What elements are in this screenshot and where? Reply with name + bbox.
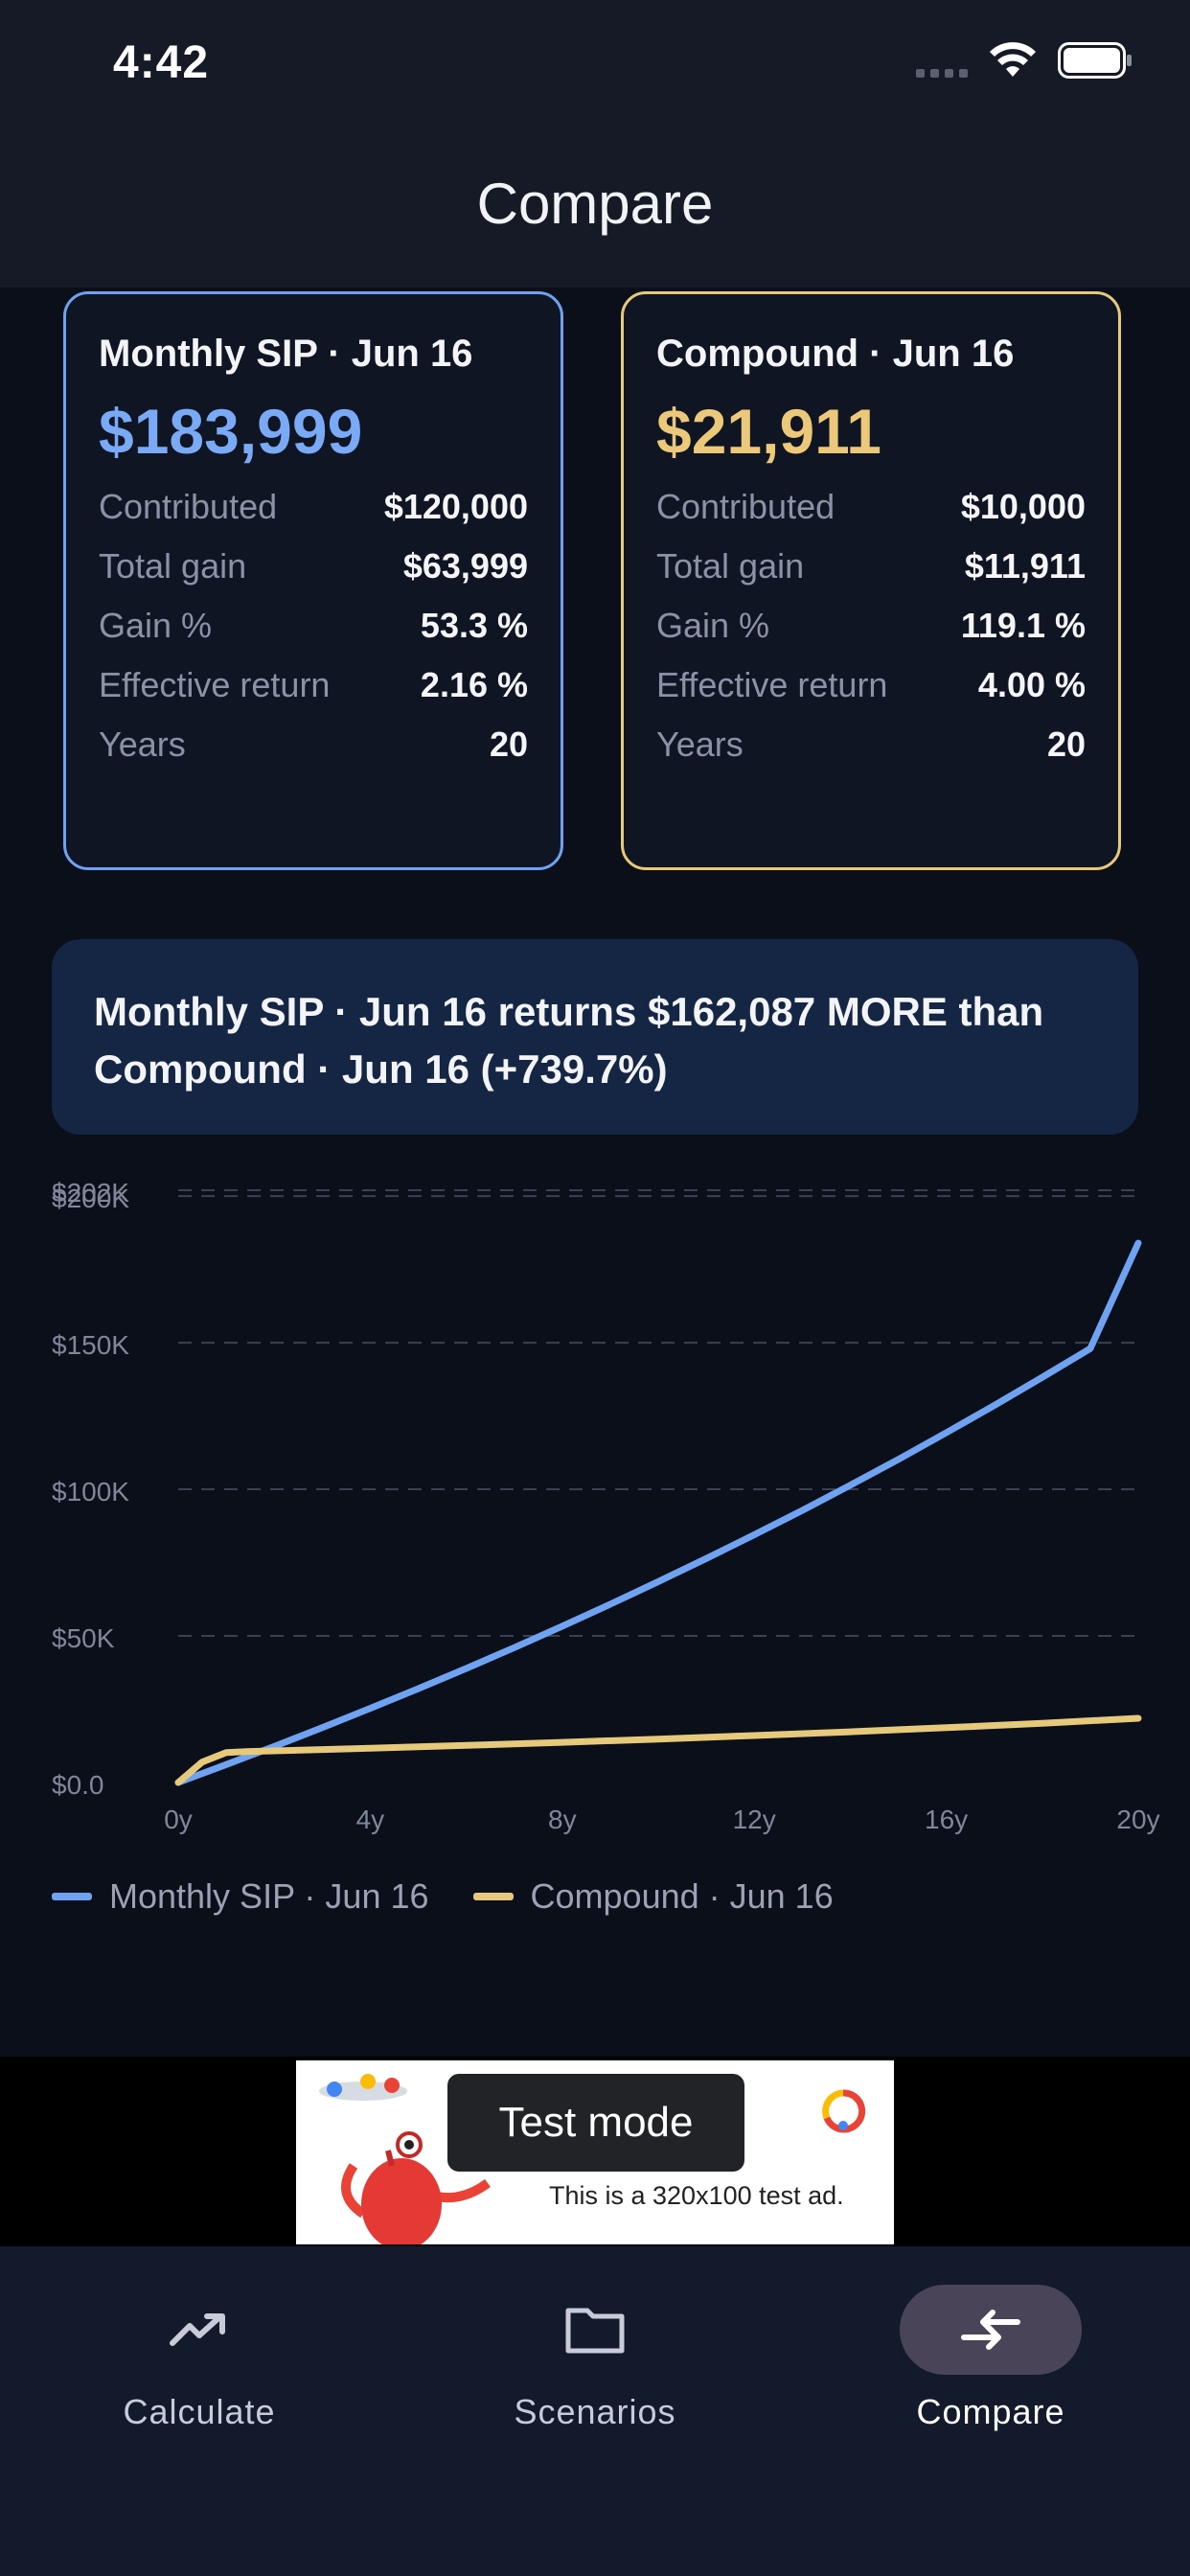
mascot-illustration-icon <box>319 2074 491 2244</box>
stat-value: 20 <box>489 724 528 764</box>
stat-value: $63,999 <box>402 546 528 586</box>
test-ad[interactable]: Test mode This is a 320x100 test ad. <box>296 2060 894 2244</box>
x-tick-label: 20y <box>1116 1805 1159 1834</box>
legend-label: Monthly SIP · Jun 16 <box>109 1876 429 1916</box>
battery-icon <box>1058 42 1132 79</box>
stat-label: Effective return <box>656 665 888 704</box>
page-title: Compare <box>476 172 714 236</box>
status-icons <box>916 42 1133 79</box>
card-title: Compound · Jun 16 <box>656 333 1015 375</box>
stat-label: Total gain <box>656 546 805 586</box>
stat-value: 53.3 % <box>420 606 528 645</box>
y-tick-label: $150K <box>52 1330 129 1360</box>
stat-label: Years <box>656 724 744 764</box>
nav-label: Compare <box>916 2392 1065 2431</box>
ad-text: This is a 320x100 test ad. <box>549 2181 844 2210</box>
stat-row: Gain % 53.3 % <box>99 606 528 646</box>
stat-label: Effective return <box>99 665 331 704</box>
stat-label: Years <box>99 724 186 764</box>
legend-item-compound: Compound · Jun 16 <box>472 1876 834 1917</box>
trending-up-icon <box>170 2313 225 2346</box>
series-line-0 <box>174 1239 1142 1786</box>
scenario-card-compound: Compound · Jun 16 $21,911 Contributed $1… <box>621 291 1121 870</box>
scenario-card-sip: Monthly SIP · Jun 16 $183,999 Contribute… <box>63 291 563 870</box>
legend-swatch <box>52 1893 92 1900</box>
stat-row: Effective return 4.00 % <box>656 665 1086 705</box>
growth-chart: $0.0 $50K $100K $150K $200K $202K 0y 4y 8y 12y 16y… <box>0 1150 1190 1840</box>
stat-value: 20 <box>1046 724 1086 764</box>
card-total: $183,999 <box>99 396 363 467</box>
x-tick-label: 0y <box>164 1805 193 1834</box>
test-mode-toast: Test mode <box>447 2074 744 2172</box>
legend-swatch <box>472 1893 514 1900</box>
stat-value: 119.1 % <box>960 606 1086 645</box>
stat-row: Contributed $10,000 <box>656 487 1086 527</box>
stat-row: Years 20 <box>656 724 1086 765</box>
y-tick-label: $200K <box>52 1184 129 1213</box>
status-time: 4:42 <box>113 37 210 88</box>
nav-item-scenarios[interactable]: Scenarios <box>451 2285 739 2432</box>
stat-label: Total gain <box>99 546 247 586</box>
y-tick-label: $0.0 <box>52 1770 104 1800</box>
nav-item-compare[interactable]: Compare <box>847 2285 1134 2432</box>
card-title: Monthly SIP · Jun 16 <box>99 333 473 375</box>
series-line-1 <box>174 1714 1142 1786</box>
stat-row: Total gain $63,999 <box>99 546 528 586</box>
legend-label: Compound · Jun 16 <box>530 1876 834 1916</box>
card-total: $21,911 <box>656 396 881 467</box>
stat-value: $120,000 <box>383 487 528 526</box>
stat-label: Contributed <box>656 487 835 526</box>
stat-label: Gain % <box>99 606 213 645</box>
compare-arrows-icon <box>961 2310 1020 2350</box>
x-tick-label: 4y <box>356 1805 385 1834</box>
stat-value: $10,000 <box>960 487 1086 526</box>
x-tick-label: 8y <box>548 1805 577 1834</box>
x-tick-label: 12y <box>733 1805 776 1834</box>
top-app-bar: 4:42 Compare <box>0 0 1190 288</box>
comparison-summary-banner: Monthly SIP · Jun 16 returns $162,087 MO… <box>52 939 1138 1135</box>
stat-label: Contributed <box>99 487 278 526</box>
y-tick-label: $100K <box>52 1477 129 1506</box>
y-tick-label: $202K <box>52 1178 129 1208</box>
stat-row: Total gain $11,911 <box>656 546 1086 586</box>
legend-item-sip: Monthly SIP · Jun 16 <box>52 1876 429 1917</box>
y-tick-label: $50K <box>52 1623 115 1653</box>
folder-icon <box>565 2308 625 2354</box>
cellular-signal-icon <box>916 44 968 78</box>
stat-value: $11,911 <box>964 546 1086 586</box>
stat-value: 4.00 % <box>977 665 1086 704</box>
chart-legend: Monthly SIP · Jun 16 Compound · Jun 16 <box>52 1876 878 1917</box>
bottom-navigation: Calculate Scenarios Compare <box>0 2246 1190 2576</box>
nav-item-calculate[interactable]: Calculate <box>56 2285 343 2432</box>
wifi-icon <box>990 42 1036 77</box>
ad-choices-icon[interactable] <box>819 2087 867 2135</box>
stat-row: Effective return 2.16 % <box>99 665 528 705</box>
stat-row: Gain % 119.1 % <box>656 606 1086 646</box>
stat-row: Years 20 <box>99 724 528 765</box>
nav-label: Scenarios <box>514 2392 676 2431</box>
stat-value: 2.16 % <box>420 665 528 704</box>
chart-svg: $0.0 $50K $100K $150K $200K$202K 0y 4y 8y 12y 16y… <box>52 1178 1160 1834</box>
nav-label: Calculate <box>123 2392 276 2431</box>
x-tick-label: 16y <box>925 1805 968 1834</box>
stat-label: Gain % <box>656 606 770 645</box>
stat-row: Contributed $120,000 <box>99 487 528 527</box>
